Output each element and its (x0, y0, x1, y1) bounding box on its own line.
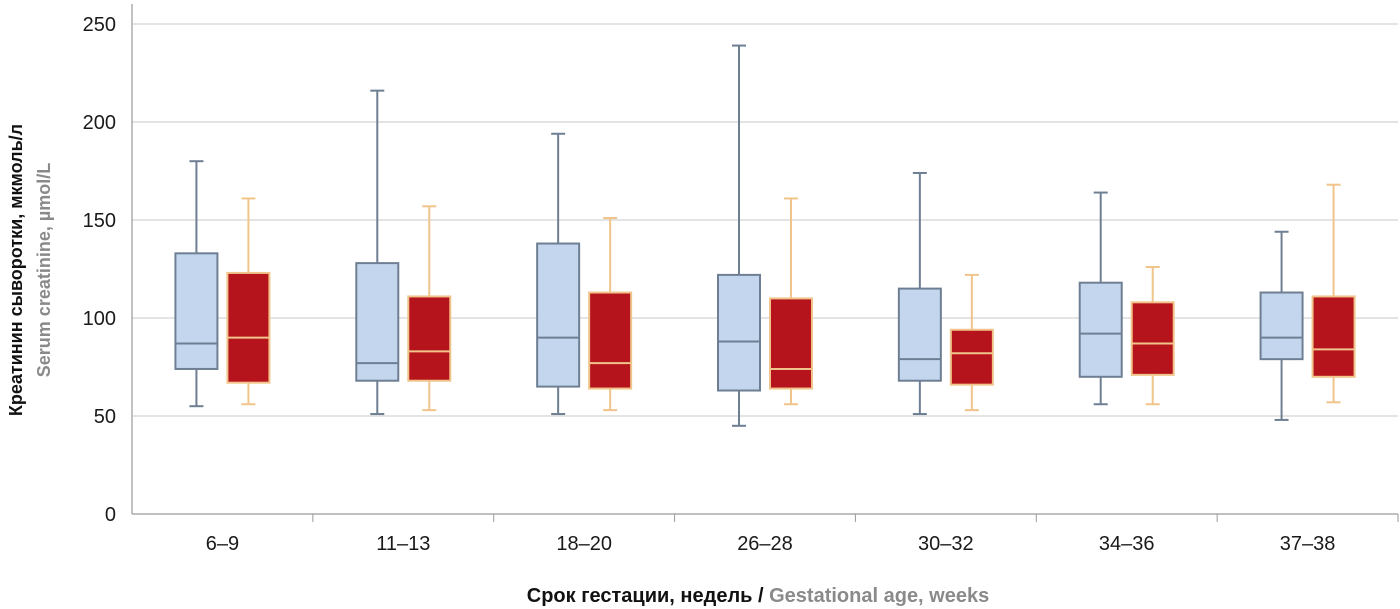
y-tick-label: 0 (105, 504, 116, 526)
x-tick-label: 26–28 (737, 533, 793, 555)
box-6-series-0 (1259, 230, 1304, 421)
box-iqr (1259, 291, 1304, 361)
y-axis-label-secondary: Serum creatinine, µmol/L (34, 163, 54, 377)
box-2-series-1 (588, 217, 633, 412)
x-axis-label-separator: / (752, 585, 769, 607)
x-axis-label: Срок гестации, недель / Gestational age,… (527, 585, 989, 607)
y-tick-label: 50 (94, 406, 116, 428)
x-tick-label: 34–36 (1099, 533, 1155, 555)
box-3-series-1 (769, 197, 813, 406)
x-tick-label: 18–20 (556, 533, 612, 555)
box-5-series-1 (1130, 266, 1175, 406)
box-iqr (174, 252, 219, 370)
box-0-series-0 (174, 160, 219, 408)
y-tick-labels: 0 50 100 150 200 250 (83, 14, 116, 526)
box-iqr (226, 271, 271, 384)
grid-lines (132, 23, 1398, 417)
x-tick-label: 6–9 (206, 533, 239, 555)
box-iqr (1078, 281, 1123, 378)
y-tick-label: 250 (83, 14, 116, 36)
box-0-series-1 (226, 197, 271, 406)
box-iqr (769, 297, 813, 390)
x-axis-label-primary: Срок гестации, недель (527, 585, 753, 607)
x-axis-label-secondary: Gestational age, weeks (769, 585, 989, 607)
box-1-series-1 (407, 205, 452, 412)
box-4-series-0 (897, 171, 942, 416)
box-iqr (407, 295, 452, 382)
x-tick-label: 37–38 (1280, 533, 1336, 555)
box-4-series-1 (949, 273, 994, 412)
x-tick-label: 11–13 (376, 533, 430, 555)
box-2-series-0 (536, 132, 581, 416)
box-iqr (717, 273, 761, 392)
axes (131, 4, 1399, 522)
box-iqr (897, 287, 942, 382)
box-iqr (949, 328, 994, 386)
box-iqr (355, 262, 400, 382)
box-5-series-0 (1078, 191, 1123, 406)
box-6-series-1 (1311, 183, 1356, 404)
box-1-series-0 (355, 89, 400, 416)
box-iqr (1311, 295, 1356, 378)
x-tick-labels: 6–9 11–13 18–20 26–28 30–32 34–36 37–38 (206, 533, 1336, 555)
box-iqr (536, 242, 581, 388)
box-iqr (588, 291, 633, 390)
y-tick-label: 100 (83, 308, 116, 330)
x-tick-label: 30–32 (918, 533, 974, 555)
y-axis-label-primary: Креатинин сыворотки, мкмоль/л (6, 124, 26, 416)
box-iqr (1130, 301, 1175, 376)
y-tick-label: 200 (83, 112, 116, 134)
y-tick-label: 150 (83, 210, 116, 232)
box-3-series-0 (717, 44, 761, 427)
box-plots (174, 44, 1356, 427)
